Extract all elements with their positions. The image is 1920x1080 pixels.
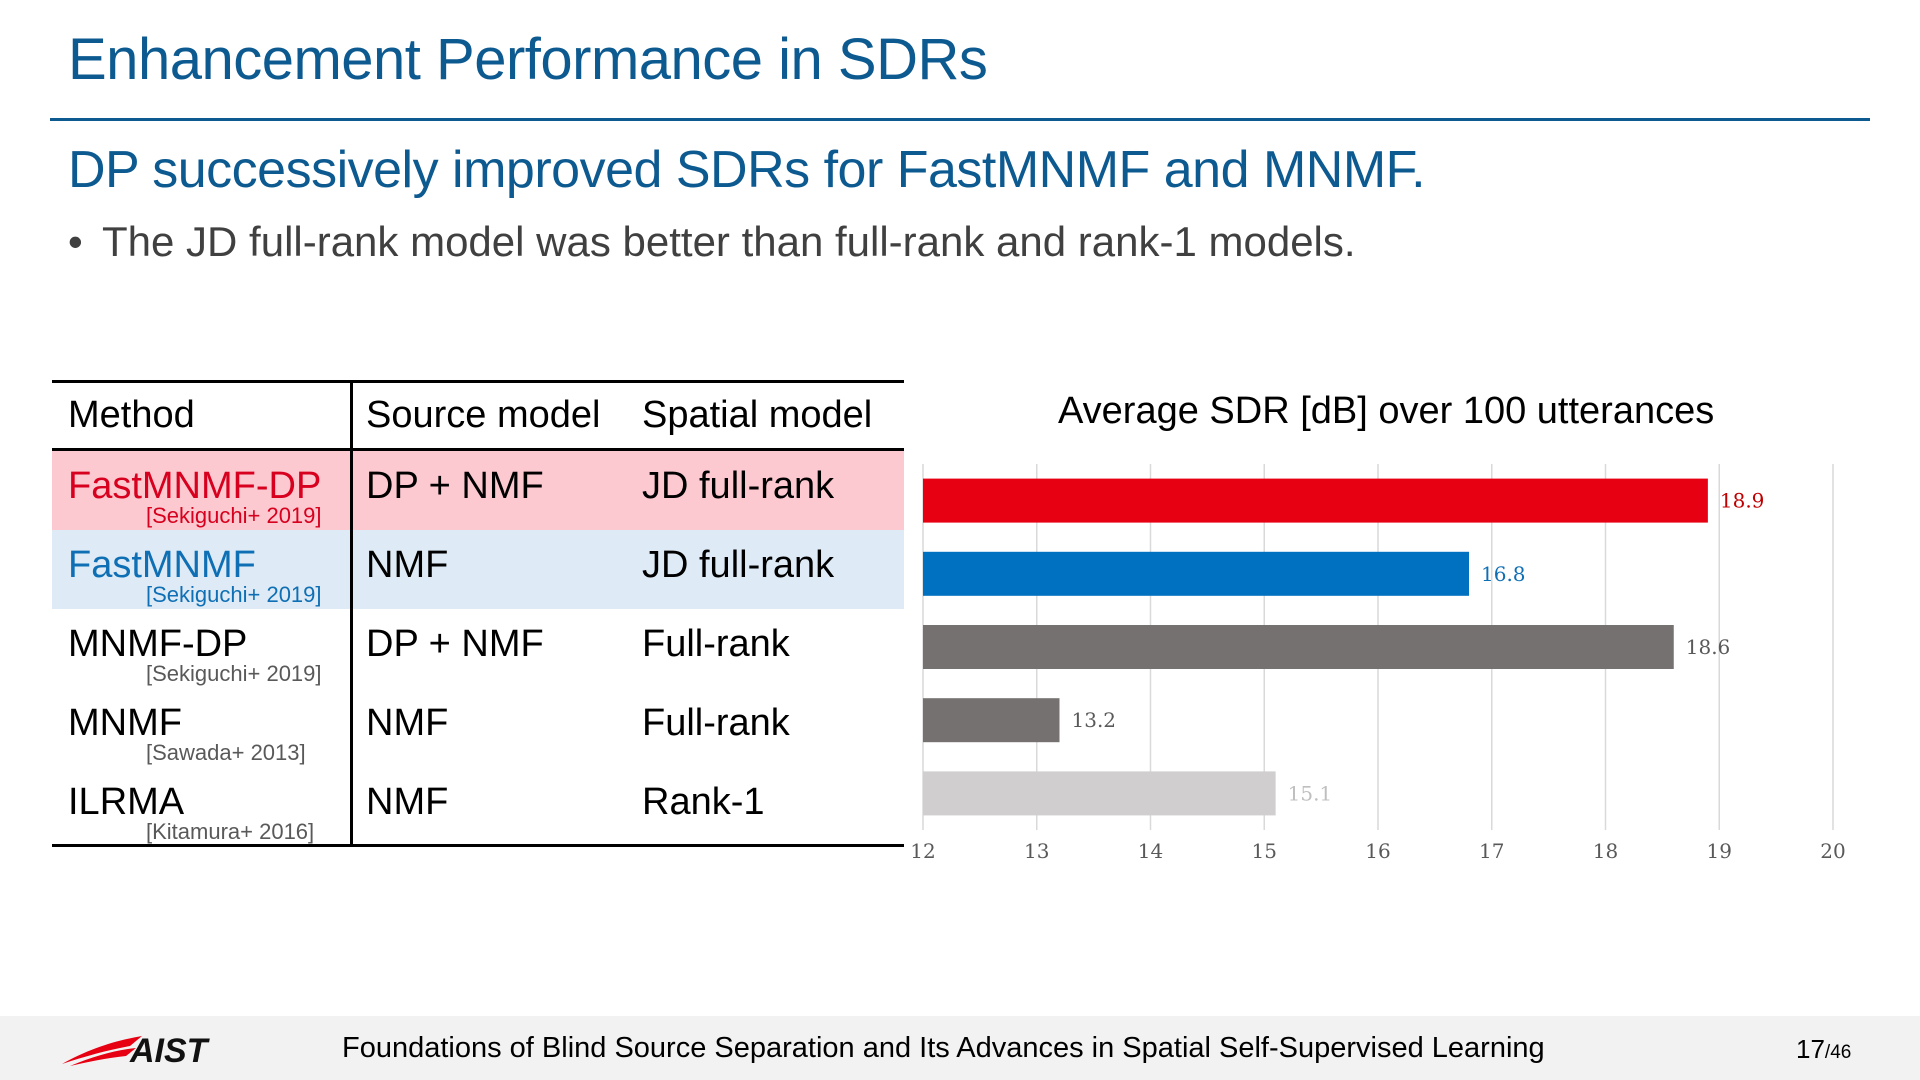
bar-mnmf-dp (923, 625, 1674, 669)
header-source-model: Source model (366, 394, 601, 436)
slide-title: Enhancement Performance in SDRs (68, 27, 988, 92)
data-label: 18.9 (1720, 489, 1765, 513)
citation: [Sekiguchi+ 2019] (146, 503, 322, 528)
x-tick-label: 19 (1707, 839, 1732, 863)
data-label: 13.2 (1072, 708, 1117, 732)
page-total: /46 (1824, 1042, 1852, 1063)
table-row: FastMNMF-DP DP + NMF JD full-rank [Sekiguch… (52, 451, 904, 530)
table-top-rule (52, 380, 904, 383)
title-divider (50, 118, 1870, 121)
x-tick-label: 15 (1252, 839, 1277, 863)
method-cell: FastMNMF-DP (68, 465, 322, 507)
source-model-cell: NMF (366, 702, 449, 744)
header-method: Method (68, 394, 195, 436)
bar-ilrma (923, 771, 1276, 816)
method-cell: MNMF-DP (68, 623, 248, 665)
bullet-point: • The JD full-rank model was better than … (68, 218, 1356, 266)
data-label: 15.1 (1288, 781, 1333, 805)
header-spatial-model: Spatial model (642, 394, 873, 436)
table-row: ILRMA NMF Rank-1 [Kitamura+ 2016] (52, 767, 904, 846)
source-model-cell: NMF (366, 781, 449, 823)
citation: [Kitamura+ 2016] (146, 819, 315, 844)
table-row: MNMF-DP DP + NMF Full-rank [Sekiguchi+ 2019… (52, 609, 904, 688)
logo-text: AIST (129, 1032, 211, 1070)
bar-mnmf (923, 698, 1060, 743)
source-model-cell: NMF (366, 544, 449, 586)
bar-fastmnmf-dp (923, 478, 1708, 523)
x-tick-label: 20 (1820, 839, 1845, 863)
x-tick-label: 16 (1365, 839, 1390, 863)
source-model-cell: DP + NMF (366, 465, 544, 507)
table-row: MNMF NMF Full-rank [Sawada+ 2013] (52, 688, 904, 767)
spatial-model-cell: JD full-rank (642, 465, 835, 507)
x-tick-label: 14 (1138, 839, 1163, 863)
footer-text: Foundations of Blind Source Separation a… (342, 1032, 1545, 1064)
source-model-cell: DP + NMF (366, 623, 544, 665)
method-cell: ILRMA (68, 781, 185, 823)
bullet-text: The JD full-rank model was better than f… (102, 218, 1356, 265)
table-row: FastMNMF NMF JD full-rank [Sekiguchi+ 2019] (52, 530, 904, 609)
x-tick-label: 17 (1479, 839, 1504, 863)
x-tick-label: 18 (1593, 839, 1618, 863)
citation: [Sekiguchi+ 2019] (146, 582, 322, 607)
x-tick-label: 13 (1024, 839, 1049, 863)
spatial-model-cell: Rank-1 (642, 781, 765, 823)
data-label: 16.8 (1481, 562, 1526, 586)
page-current: 17 (1796, 1034, 1825, 1064)
spatial-model-cell: Full-rank (642, 702, 790, 744)
table-bottom-rule (52, 844, 904, 847)
method-cell: FastMNMF (68, 544, 256, 586)
citation: [Sekiguchi+ 2019] (146, 661, 322, 686)
spatial-model-cell: JD full-rank (642, 544, 835, 586)
page-number: 17/46 (1796, 1034, 1851, 1065)
chart-title: Average SDR [dB] over 100 utterances (1058, 390, 1715, 432)
table-column-rule (350, 380, 353, 847)
slide-subtitle: DP successively improved SDRs for FastMN… (68, 141, 1426, 199)
method-cell: MNMF (68, 702, 182, 744)
data-label: 18.6 (1686, 635, 1731, 659)
bullet-icon: • (68, 218, 83, 265)
footer: AIST Foundations of Blind Source Separat… (0, 1016, 1920, 1080)
spatial-model-cell: Full-rank (642, 623, 790, 665)
sdr-bar-chart: 12 13 14 15 16 17 18 19 20 18.9 16.8 18.6 13.2 15.1 (910, 464, 1846, 863)
aist-logo: AIST (62, 1032, 211, 1070)
table-header-rule (52, 448, 904, 451)
x-tick-label: 12 (910, 839, 935, 863)
bar-fastmnmf (923, 551, 1469, 596)
citation: [Sawada+ 2013] (146, 740, 306, 765)
